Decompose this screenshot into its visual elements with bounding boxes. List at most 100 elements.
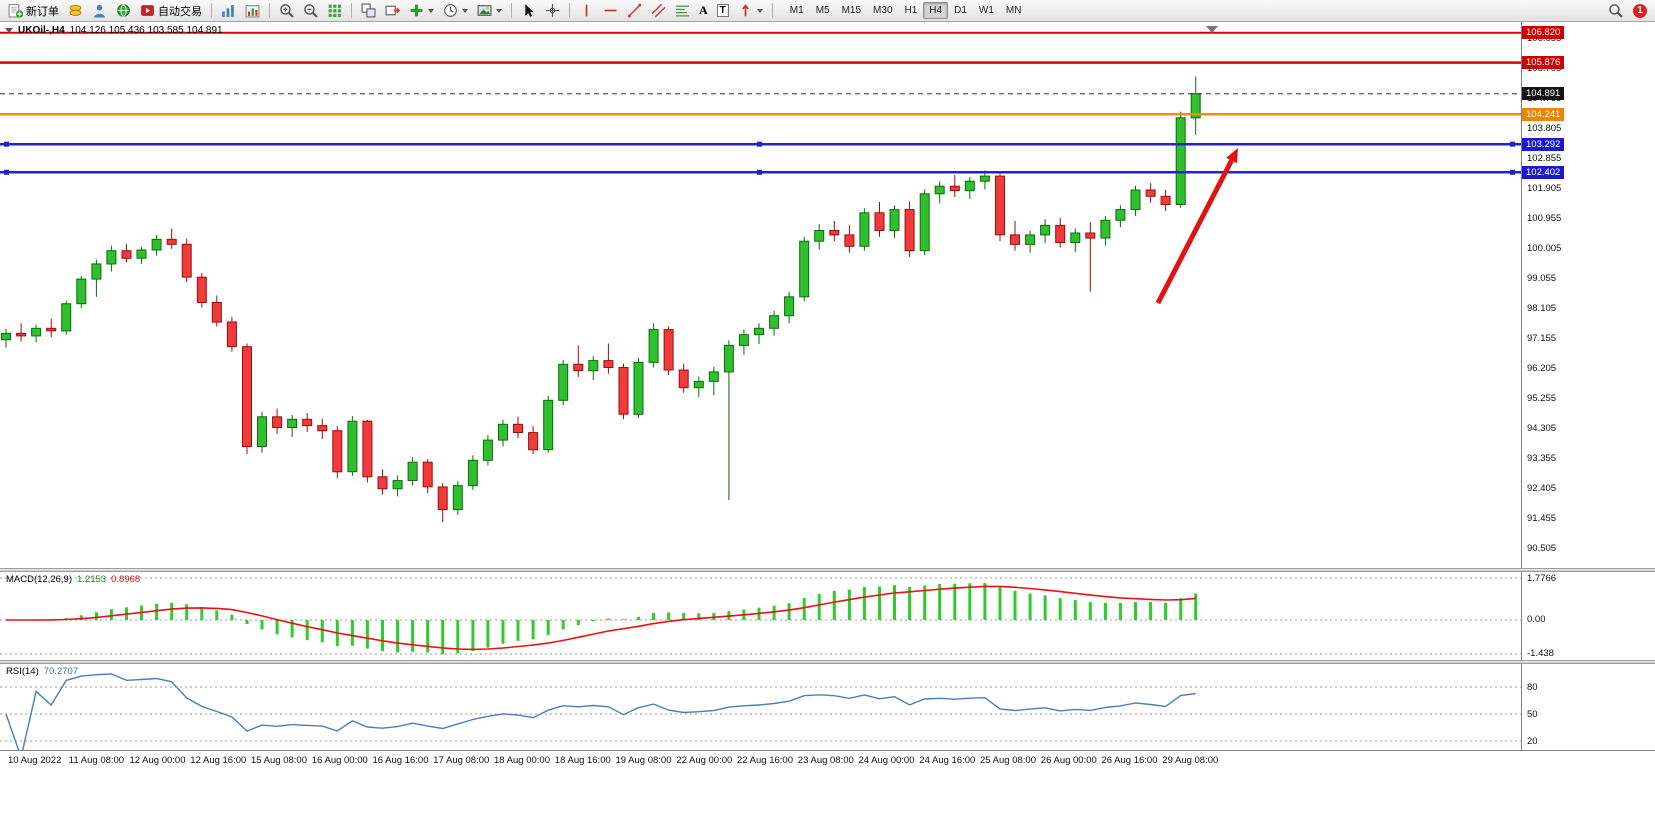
time-axis-label: 18 Aug 00:00	[494, 755, 550, 766]
trendline-button[interactable]	[623, 0, 646, 22]
macd-axis[interactable]: 1.7766 0.00 -1.438	[1521, 572, 1655, 660]
time-axis-label: 10 Aug 2022	[8, 755, 62, 766]
zoom-out-button[interactable]	[299, 0, 322, 22]
timeframe-h4[interactable]: H4	[923, 2, 949, 19]
price-level-badge: 103.292	[1522, 137, 1565, 151]
timeframe-m15[interactable]: M15	[841, 5, 862, 16]
rsi-axis[interactable]: 80 50 20	[1521, 664, 1655, 750]
periods-button[interactable]	[439, 0, 472, 22]
new-order-icon	[8, 3, 23, 18]
new-chart-button[interactable]	[217, 0, 240, 22]
cursor-button[interactable]	[517, 0, 540, 22]
text-tool-button-glyph: A	[699, 3, 708, 17]
time-axis-label: 17 Aug 08:00	[433, 755, 490, 766]
price-level-badge: 102.402	[1522, 165, 1565, 179]
coins-icon	[68, 3, 83, 18]
timeframe-toolbar: M1 M5 M15 M30 H1 H4 D1 W1 MN	[784, 2, 1028, 19]
timeframe-m1[interactable]: M1	[789, 5, 804, 16]
templates-button[interactable]	[473, 0, 506, 22]
trendline-icon	[627, 3, 642, 18]
time-axis-label: 12 Aug 00:00	[129, 755, 186, 766]
text-tool-button[interactable]: A	[695, 0, 712, 22]
macd-signal-value: 0.8968	[111, 574, 141, 585]
deposit-button[interactable]	[64, 0, 87, 22]
time-axis-label: 15 Aug 08:00	[251, 755, 307, 766]
macd-panel[interactable]: MACD(12,26,9) 1.2153 0.8968	[0, 572, 1521, 660]
autotrade-button-label: 自动交易	[158, 5, 202, 18]
time-axis-label: 18 Aug 16:00	[554, 755, 611, 766]
candlestick-plot-area[interactable]	[0, 22, 1521, 568]
timeframe-d1[interactable]: D1	[954, 5, 967, 16]
timeframe-w1[interactable]: W1	[978, 5, 994, 16]
price-level-badge: 106.820	[1522, 26, 1565, 40]
fibonacci-button[interactable]	[671, 0, 694, 22]
chevron-down-icon	[462, 8, 468, 13]
rsi-axis-label: 80	[1527, 681, 1538, 693]
arrows-button[interactable]	[734, 0, 767, 22]
candlestick-chart-panel[interactable]: UKOil-,H4 104.126 105.436 103.585 104.89…	[0, 22, 1521, 568]
rsi-label-row: RSI(14) 70.2707	[6, 666, 78, 677]
macd-axis-label: -1.438	[1527, 648, 1554, 659]
new-order-button[interactable]: 新订单	[4, 0, 63, 22]
zoom-in-button[interactable]	[275, 0, 298, 22]
panel-splitter[interactable]	[0, 568, 1655, 572]
price-tick-label: 92.405	[1527, 482, 1557, 494]
time-axis-label: 26 Aug 00:00	[1040, 755, 1097, 766]
macd-name: MACD(12,26,9)	[6, 574, 72, 585]
label-tool-button[interactable]: T	[713, 0, 733, 22]
chart-shift-button[interactable]	[381, 0, 404, 22]
horizontal-line-button[interactable]	[599, 0, 622, 22]
toolbar-separator	[269, 3, 270, 18]
account-button[interactable]	[88, 0, 111, 22]
chart-symbol-period: UKOil-,H4	[18, 25, 65, 36]
toolbar-buttons: 新订单 自动交易 A T	[4, 0, 777, 22]
fibo-icon	[675, 3, 690, 18]
crosshair-icon	[545, 3, 560, 18]
toolbar-separator	[511, 3, 512, 18]
timeframe-m5[interactable]: M5	[815, 5, 830, 16]
macd-label-row: MACD(12,26,9) 1.2153 0.8968	[6, 574, 140, 585]
profiles-button[interactable]	[241, 0, 264, 22]
timeframe-m30[interactable]: M30	[873, 5, 893, 16]
toolbar-separator	[351, 3, 352, 18]
autotrade-icon	[140, 3, 155, 18]
macd-axis-label: 1.7766	[1527, 573, 1557, 584]
macd-plot-area[interactable]	[0, 572, 1521, 660]
macd-axis-label: 0.00	[1527, 614, 1546, 625]
channel-button[interactable]	[647, 0, 670, 22]
toolbar-right: 1	[1604, 0, 1651, 22]
panel-splitter[interactable]	[0, 660, 1655, 664]
time-axis-label: 16 Aug 00:00	[311, 755, 368, 766]
search-icon	[1608, 3, 1623, 18]
price-tick-label: 99.055	[1527, 272, 1557, 284]
notification-badge[interactable]: 1	[1633, 3, 1647, 18]
time-axis[interactable]: 10 Aug 2022 11 Aug 08:00 12 Aug 00:00 12 Au…	[0, 750, 1655, 770]
price-tick-label: 102.855	[1527, 152, 1562, 164]
time-axis-label: 24 Aug 16:00	[919, 755, 976, 766]
community-button[interactable]	[112, 0, 135, 22]
rsi-axis-label: 20	[1527, 735, 1538, 747]
one-click-trading-arrow[interactable]	[5, 28, 13, 33]
candlestick-svg	[0, 26, 1521, 523]
price-tick-label: 98.105	[1527, 302, 1557, 314]
crosshair-button[interactable]	[541, 0, 564, 22]
indicators-button[interactable]	[405, 0, 438, 22]
price-axis[interactable]: 106.655105.705104.755103.805102.855101.9…	[1521, 22, 1655, 568]
search-button[interactable]	[1604, 0, 1627, 22]
toolbar-separator	[569, 3, 570, 18]
new-order-button-label: 新订单	[26, 5, 59, 18]
timeframe-mn[interactable]: MN	[1005, 5, 1022, 16]
rsi-plot-area[interactable]	[0, 664, 1521, 750]
timeframe-h1[interactable]: H1	[904, 5, 918, 16]
price-tick-label: 91.455	[1527, 512, 1557, 524]
rsi-panel[interactable]: RSI(14) 70.2707	[0, 664, 1521, 750]
tile-windows-button[interactable]	[357, 0, 380, 22]
autotrade-button[interactable]: 自动交易	[136, 0, 206, 22]
hline-icon	[603, 3, 618, 18]
price-level-badge: 105.876	[1522, 56, 1565, 70]
grid-button[interactable]	[323, 0, 346, 22]
vertical-line-button[interactable]	[575, 0, 598, 22]
zoom-in-icon	[279, 3, 294, 18]
price-tick-label: 95.255	[1527, 392, 1557, 404]
